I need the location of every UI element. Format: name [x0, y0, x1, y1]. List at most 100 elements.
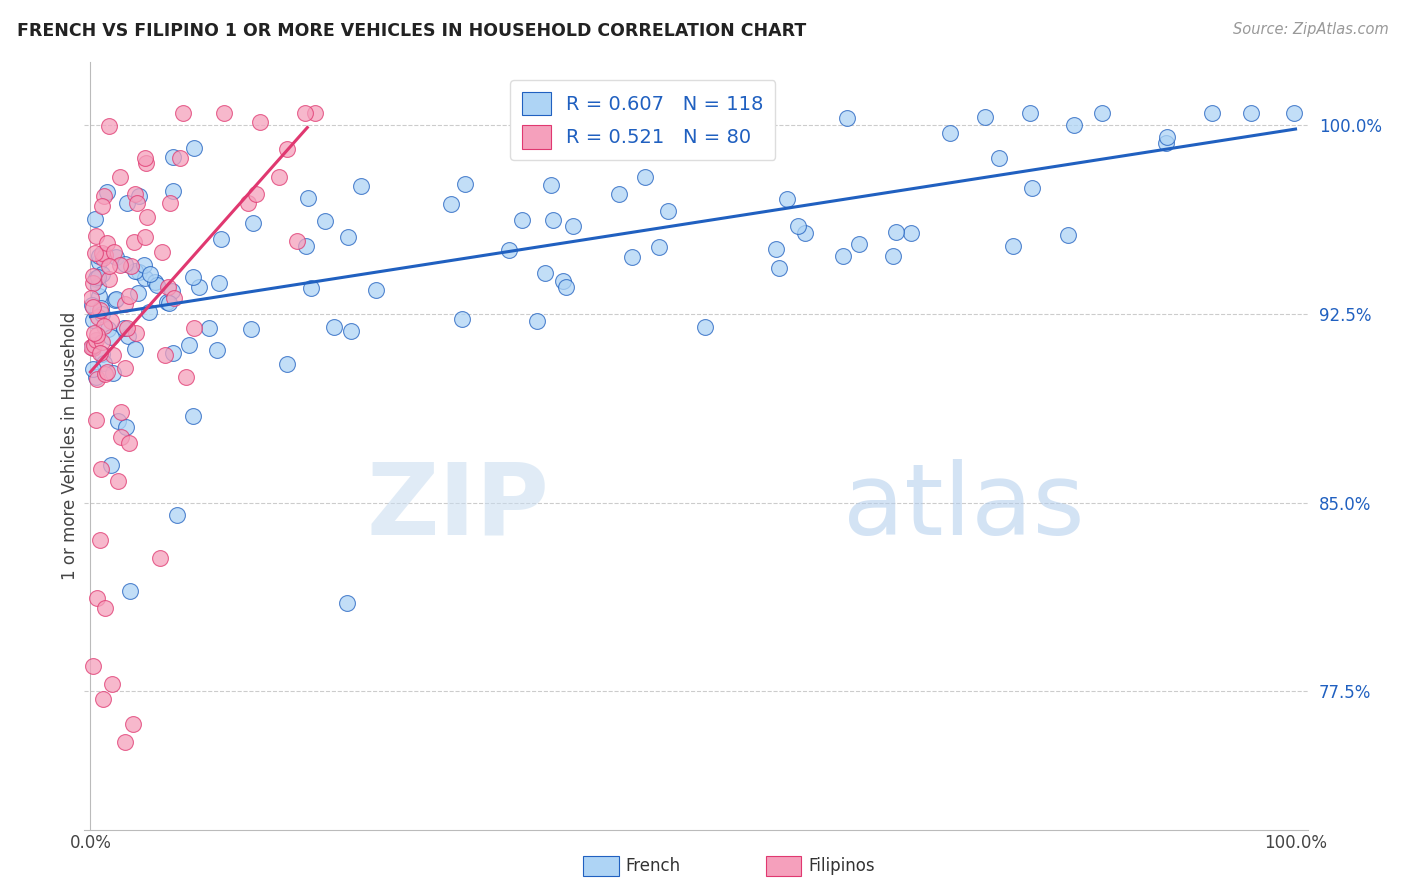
Point — [135, 156, 157, 170]
Point — [882, 249, 904, 263]
Point — [156, 295, 179, 310]
Point — [80, 291, 103, 305]
Point — [101, 676, 124, 690]
Point — [336, 596, 359, 610]
Point — [90, 307, 112, 321]
Point — [157, 296, 180, 310]
Point — [831, 249, 853, 263]
Point — [181, 269, 204, 284]
Point — [768, 260, 790, 275]
Point — [183, 321, 205, 335]
Point — [107, 414, 129, 428]
Point — [120, 260, 142, 274]
Point — [172, 105, 194, 120]
Point — [104, 250, 127, 264]
Point — [304, 105, 326, 120]
Point — [93, 356, 115, 370]
Point — [607, 186, 630, 201]
Point — [120, 583, 142, 598]
Point — [574, 127, 596, 141]
Point — [884, 225, 907, 239]
Point — [80, 340, 103, 354]
Point — [115, 196, 138, 211]
Point — [134, 230, 156, 244]
Point — [340, 324, 363, 338]
Point — [128, 264, 150, 278]
Point — [82, 341, 104, 355]
Point — [149, 550, 172, 565]
Point — [110, 405, 132, 419]
Point — [136, 210, 159, 224]
Point — [693, 320, 716, 334]
Point — [350, 179, 373, 194]
Point — [91, 251, 114, 265]
Point — [96, 365, 118, 379]
Point — [96, 235, 118, 250]
Point — [105, 292, 128, 306]
Point — [101, 367, 124, 381]
Point — [114, 257, 136, 271]
Point — [110, 430, 132, 444]
Point — [82, 361, 104, 376]
Point — [124, 264, 146, 278]
Point — [555, 279, 578, 293]
Point — [837, 111, 859, 125]
Point — [1057, 227, 1080, 242]
Point — [115, 320, 138, 334]
Point — [89, 249, 111, 263]
Point — [122, 717, 145, 731]
Point — [162, 346, 184, 360]
Point — [634, 170, 657, 185]
Point — [90, 335, 112, 350]
Point — [1284, 105, 1306, 120]
Point — [134, 152, 156, 166]
Point — [138, 305, 160, 319]
Point — [1240, 105, 1263, 120]
Point — [100, 458, 122, 472]
Point — [776, 192, 799, 206]
Point — [118, 436, 141, 450]
Point — [574, 122, 596, 136]
Legend: R = 0.607   N = 118, R = 0.521   N = 80: R = 0.607 N = 118, R = 0.521 N = 80 — [510, 79, 775, 161]
Point — [89, 303, 111, 318]
Point — [648, 239, 671, 253]
Point — [82, 300, 104, 314]
Point — [1156, 129, 1178, 144]
Point — [91, 691, 114, 706]
Point — [146, 278, 169, 293]
Point — [115, 420, 138, 434]
Point — [211, 231, 233, 245]
Point — [245, 187, 267, 202]
Point — [174, 370, 197, 384]
Point — [127, 286, 149, 301]
Point — [510, 212, 533, 227]
Point — [89, 533, 111, 548]
Point — [94, 248, 117, 262]
Point — [86, 228, 108, 243]
Point — [939, 126, 962, 140]
Point — [84, 334, 107, 348]
Point — [84, 270, 107, 285]
Point — [276, 358, 298, 372]
Point — [134, 270, 156, 285]
Point — [166, 508, 188, 523]
Point — [295, 239, 318, 253]
Point — [242, 215, 264, 229]
Point — [100, 330, 122, 344]
Point — [86, 327, 108, 342]
Point — [87, 269, 110, 284]
Point — [541, 212, 564, 227]
Point — [114, 734, 136, 748]
Point — [100, 314, 122, 328]
Point — [181, 409, 204, 424]
Point — [98, 272, 121, 286]
Point — [90, 301, 112, 316]
Point — [117, 328, 139, 343]
Point — [108, 170, 131, 185]
Text: FRENCH VS FILIPINO 1 OR MORE VEHICLES IN HOUSEHOLD CORRELATION CHART: FRENCH VS FILIPINO 1 OR MORE VEHICLES IN… — [17, 22, 806, 40]
Point — [1021, 181, 1043, 195]
Point — [276, 142, 298, 156]
Point — [114, 297, 136, 311]
Point — [84, 212, 107, 227]
Point — [125, 196, 148, 211]
